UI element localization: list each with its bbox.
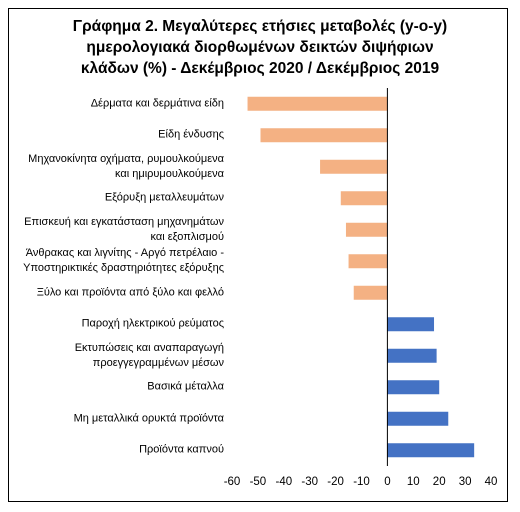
bar [387,443,475,458]
x-tick-label: 30 [459,476,472,488]
bar [320,159,388,174]
bar [348,254,388,269]
x-tick-label: -20 [327,476,344,488]
x-tick-label: 10 [407,476,420,488]
x-tick-label: -30 [301,476,318,488]
y-tick-label: Βασικά μέταλλα [147,380,224,393]
y-tick-label: Ξύλο και προϊόντα από ξύλο και φελλό [36,286,224,299]
bar [353,285,388,300]
y-tick-label: Μη μεταλλικά ορυκτά προϊόντα [73,412,224,425]
bar [260,128,388,143]
x-tick-label: -50 [250,476,267,488]
bar [387,380,440,395]
y-tick-label: Εκτυπώσεις και αναπαραγωγή προεγγεγραμμέ… [74,341,224,369]
bar [387,317,435,332]
bar [345,222,388,237]
x-tick-label: -60 [224,476,241,488]
x-tick-label: 40 [485,476,498,488]
x-tick-label: 20 [433,476,446,488]
y-tick-label: Μηχανοκίνητα οχήματα, ρυμουλκούμενα και … [28,152,224,180]
x-tick-label: -40 [275,476,292,488]
bar [247,96,388,111]
y-tick-label: Επισκευή και εγκατάσταση μηχανημάτων και… [24,215,224,243]
y-tick-label: Άνθρακας και λιγνίτης - Αργό πετρέλαιο -… [23,247,224,275]
y-tick-label: Προϊόντα καπνού [139,443,224,456]
x-tick-label: -10 [353,476,370,488]
chart-title: Γράφημα 2. Μεγαλύτερες ετήσιες μεταβολές… [72,18,448,77]
y-tick-label: Είδη ένδυσης [158,128,224,141]
y-tick-label: Παροχή ηλεκτρικού ρεύματος [81,317,224,330]
bar [387,348,437,363]
bar [387,411,449,426]
y-tick-label: Δέρματα και δερμάτινα είδη [90,97,224,110]
bar [340,191,388,206]
y-tick-label: Εξόρυξη μεταλλευμάτων [104,191,224,204]
frame [8,8,508,502]
x-tick-label: 0 [384,476,390,488]
